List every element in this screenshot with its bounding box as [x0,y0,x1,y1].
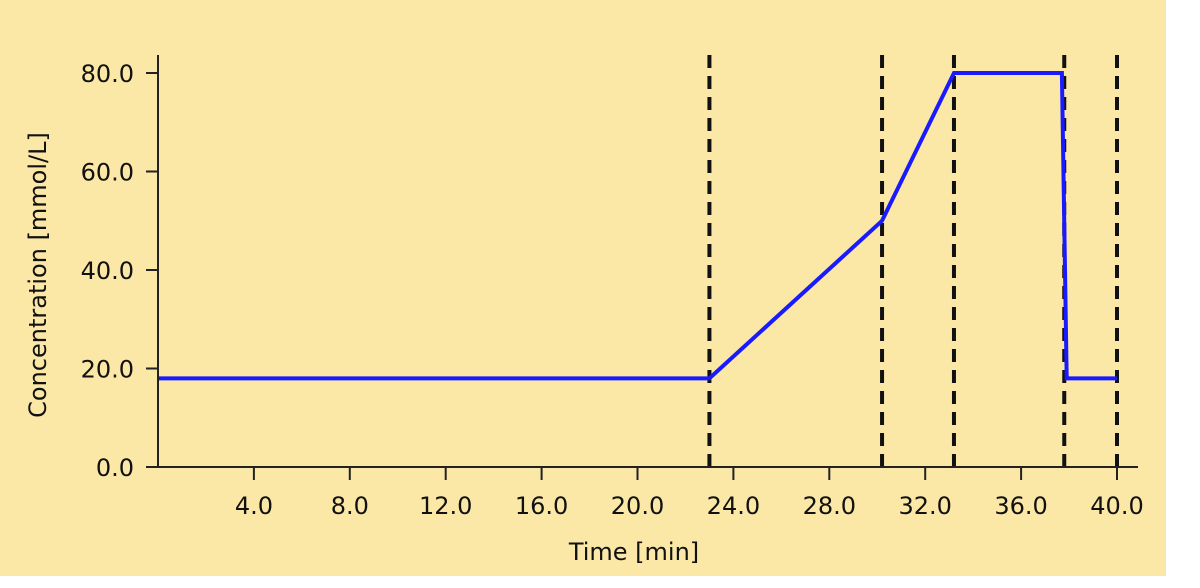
concentration-series-line [158,71,1117,381]
series-layer [158,71,1117,381]
axes [157,55,1138,468]
y-tick-label: 0.0 [96,454,134,482]
phase-divider-lines [707,55,1119,470]
y-tick-label: 20.0 [81,356,134,384]
x-tick-label: 28.0 [803,492,856,520]
x-tick-label: 20.0 [611,492,664,520]
y-tick-label: 80.0 [81,60,134,88]
x-axis-title: Time [min] [568,538,699,566]
x-tick-label: 40.0 [1090,492,1143,520]
y-tick-label: 40.0 [81,257,134,285]
y-axis-title: Concentration [mmol/L] [24,132,52,418]
y-tick-label: 60.0 [81,159,134,187]
x-tick-label: 16.0 [515,492,568,520]
x-tick-label: 8.0 [331,492,369,520]
chart-panel [0,0,1166,576]
x-tick-label: 32.0 [898,492,951,520]
x-axis-ticks: 4.0 8.0 12.0 16.0 20.0 24.0 28.0 32.0 36.0 40.0 [235,467,1144,520]
x-tick-label: 12.0 [419,492,472,520]
y-axis-ticks: 0.0 20.0 40.0 60.0 80.0 [81,60,158,482]
x-tick-label: 36.0 [994,492,1047,520]
x-tick-label: 4.0 [235,492,273,520]
x-tick-label: 24.0 [707,492,760,520]
